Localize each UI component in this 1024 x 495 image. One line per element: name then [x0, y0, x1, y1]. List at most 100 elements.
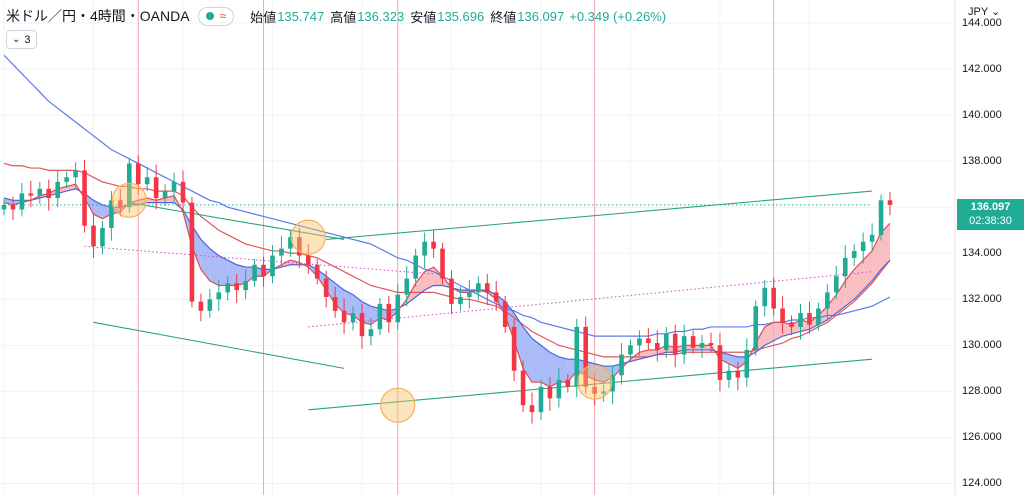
- ma-cloud-segment: [540, 345, 550, 387]
- candle-body: [386, 303, 392, 323]
- y-tick-label: 130.000: [962, 339, 1002, 352]
- candle-body: [153, 177, 159, 198]
- ma-cloud-segment: [648, 349, 658, 357]
- y-tick-label: 134.000: [962, 247, 1002, 260]
- candle-body: [663, 333, 669, 350]
- last-price-tag: 136.097 02:38:30: [957, 199, 1024, 230]
- candle-body: [171, 181, 177, 192]
- ma-cloud-segment: [594, 363, 604, 383]
- ohlc-open-value: 135.747: [277, 8, 325, 24]
- candle-body: [610, 375, 615, 392]
- candle-body: [10, 204, 16, 210]
- candle-body: [547, 386, 553, 399]
- chevron-down-icon: ⌄: [991, 6, 1001, 18]
- candle-body: [825, 292, 830, 309]
- trendline: [93, 321, 345, 369]
- pivot-marker: [577, 364, 613, 400]
- candle-body: [717, 345, 723, 380]
- candle-body: [655, 343, 660, 350]
- candle-body: [305, 255, 311, 265]
- candle-body: [118, 200, 123, 208]
- candle-body: [162, 191, 168, 198]
- candle-body: [556, 379, 562, 399]
- trendline: [326, 190, 873, 240]
- candle-body: [646, 338, 651, 344]
- candle-body: [753, 306, 759, 350]
- wave-icon: ≈: [219, 9, 227, 23]
- pivot-marker: [290, 219, 326, 255]
- candle-body: [726, 370, 732, 380]
- market-status[interactable]: ≈: [197, 6, 235, 26]
- candle-body: [323, 278, 329, 297]
- ma-cloud-segment: [863, 250, 873, 291]
- bar-countdown: 02:38:30: [969, 215, 1012, 227]
- ma-cloud-segment: [854, 260, 864, 300]
- candle-body: [234, 283, 239, 291]
- y-tick-label: 124.000: [962, 477, 1002, 490]
- candle-body: [860, 241, 866, 251]
- candle-body: [878, 200, 884, 235]
- ma-cloud-segment: [415, 271, 425, 297]
- ma-cloud-segment: [218, 255, 228, 286]
- ma-cloud-segment: [549, 352, 559, 387]
- candle-body: [359, 313, 365, 337]
- candle-body: [46, 188, 52, 198]
- y-tick-label: 142.000: [962, 63, 1002, 76]
- candle-body: [762, 287, 768, 307]
- candle-body: [708, 343, 714, 346]
- candle-body: [681, 336, 687, 355]
- candle-body: [109, 200, 114, 228]
- market-open-dot-icon: [205, 12, 214, 20]
- candle-body: [628, 345, 633, 355]
- candle-body: [144, 177, 150, 185]
- candle-body: [297, 237, 302, 256]
- candle-body: [341, 310, 347, 323]
- candle-body: [476, 283, 481, 293]
- candle-body: [690, 336, 696, 348]
- candle-body: [834, 276, 839, 293]
- currency-selector[interactable]: JPY ⌄: [968, 5, 1000, 18]
- candle-body: [565, 379, 571, 387]
- candle-body: [744, 349, 750, 378]
- ma-fast-line: [3, 183, 891, 388]
- symbol-title[interactable]: 米ドル／円・4時間・OANDA: [6, 8, 190, 24]
- y-tick-label: 144.000: [962, 17, 1002, 30]
- ma-cloud-segment: [523, 326, 533, 383]
- candle-body: [431, 241, 436, 249]
- ohlc-close-label: 終値: [490, 9, 517, 25]
- candle-body: [243, 280, 248, 291]
- candle-body: [440, 248, 445, 279]
- ma-cloud-segment: [836, 280, 846, 314]
- y-tick-label: 138.000: [962, 155, 1002, 168]
- candle-body: [252, 264, 257, 281]
- candle-body: [189, 202, 195, 302]
- ma-cloud-segment: [424, 267, 434, 291]
- y-tick-label: 132.000: [962, 293, 1002, 306]
- candle-body: [449, 278, 454, 304]
- ma-cloud-segment: [344, 290, 354, 316]
- candle-body: [520, 370, 526, 406]
- candle-body: [207, 299, 213, 311]
- candle-body: [493, 292, 499, 302]
- ohlc-change-value: +0.349 (+0.26%): [569, 8, 667, 24]
- candle-body: [332, 297, 338, 311]
- ma-cloud-segment: [227, 260, 237, 286]
- candle-body: [502, 301, 508, 327]
- indicators-toggle[interactable]: ⌄ 3: [6, 30, 37, 49]
- candle-body: [851, 250, 857, 258]
- ohlc-low-label: 安値: [410, 9, 437, 25]
- candle-body: [126, 163, 132, 208]
- dotted-line: [308, 271, 873, 328]
- candle-body: [511, 326, 517, 371]
- candle-body: [216, 292, 222, 300]
- y-tick-label: 126.000: [962, 431, 1002, 444]
- candle-body: [377, 303, 383, 330]
- candle-body: [288, 237, 293, 249]
- candle-body: [422, 241, 427, 256]
- currency-label: JPY: [968, 6, 988, 18]
- candle-body: [368, 329, 374, 337]
- trendline: [129, 202, 345, 240]
- ma-cloud-segment: [532, 338, 541, 383]
- candle-body: [225, 283, 231, 293]
